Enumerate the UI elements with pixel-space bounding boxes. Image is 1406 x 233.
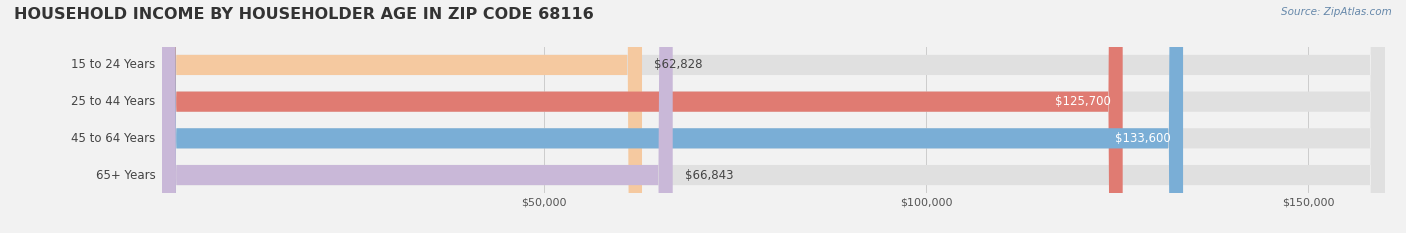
FancyBboxPatch shape: [162, 0, 672, 233]
Text: $66,843: $66,843: [685, 168, 734, 182]
Text: $133,600: $133,600: [1115, 132, 1171, 145]
FancyBboxPatch shape: [162, 0, 1182, 233]
Text: 45 to 64 Years: 45 to 64 Years: [72, 132, 156, 145]
FancyBboxPatch shape: [162, 0, 1385, 233]
FancyBboxPatch shape: [162, 0, 1385, 233]
FancyBboxPatch shape: [162, 0, 1385, 233]
Text: Source: ZipAtlas.com: Source: ZipAtlas.com: [1281, 7, 1392, 17]
Text: 15 to 24 Years: 15 to 24 Years: [72, 58, 156, 72]
FancyBboxPatch shape: [162, 0, 1385, 233]
FancyBboxPatch shape: [162, 0, 1122, 233]
Text: 65+ Years: 65+ Years: [96, 168, 156, 182]
Text: $62,828: $62,828: [654, 58, 703, 72]
Text: $125,700: $125,700: [1054, 95, 1111, 108]
FancyBboxPatch shape: [162, 0, 643, 233]
Text: HOUSEHOLD INCOME BY HOUSEHOLDER AGE IN ZIP CODE 68116: HOUSEHOLD INCOME BY HOUSEHOLDER AGE IN Z…: [14, 7, 593, 22]
Text: 25 to 44 Years: 25 to 44 Years: [72, 95, 156, 108]
